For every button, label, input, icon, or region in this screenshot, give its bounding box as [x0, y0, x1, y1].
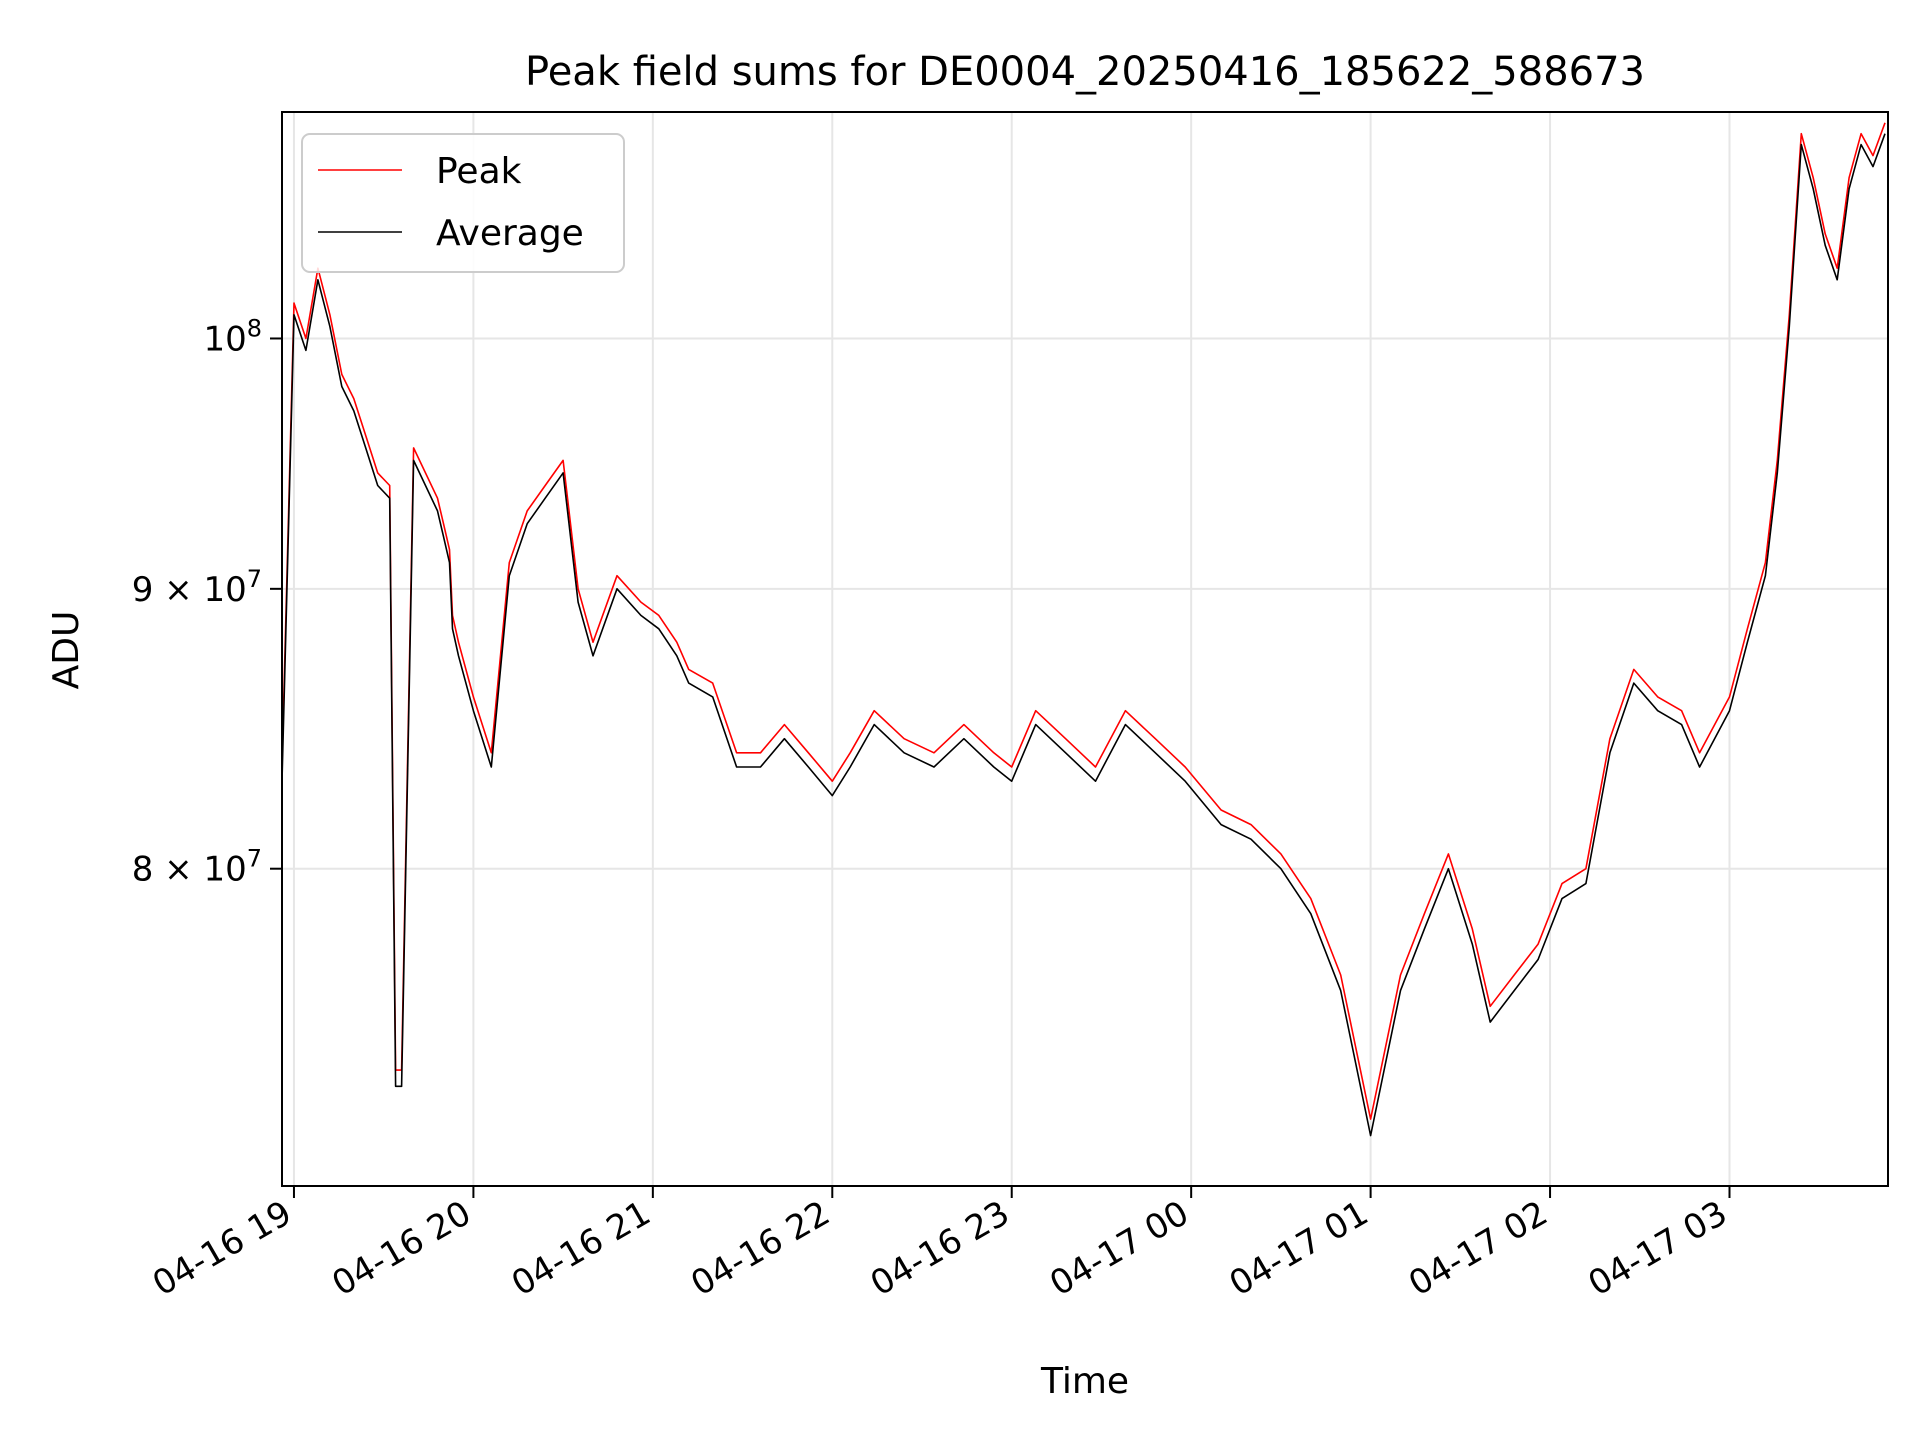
chart-title: Peak field sums for DE0004_20250416_1856…: [525, 49, 1645, 95]
y-tick-label: 9 × 107: [132, 565, 262, 610]
series-line-average: [282, 133, 1886, 1137]
x-axis-label: Time: [1040, 1361, 1129, 1402]
y-tick-label: 8 × 107: [132, 845, 262, 890]
plot-series: [282, 122, 1886, 1137]
y-tick-label: 108: [203, 314, 262, 359]
legend-label-average: Average: [436, 213, 584, 254]
plot-frame: [281, 111, 1889, 1187]
grid: [282, 112, 1888, 1186]
series-line-peak: [282, 122, 1886, 1120]
legend-label-peak: Peak: [436, 151, 522, 192]
y-axis-ticks: 8 × 107 9 × 107 108: [132, 314, 282, 890]
y-axis-label: ADU: [46, 611, 87, 690]
legend-box: [301, 133, 625, 273]
legend: Peak Average: [301, 133, 625, 273]
